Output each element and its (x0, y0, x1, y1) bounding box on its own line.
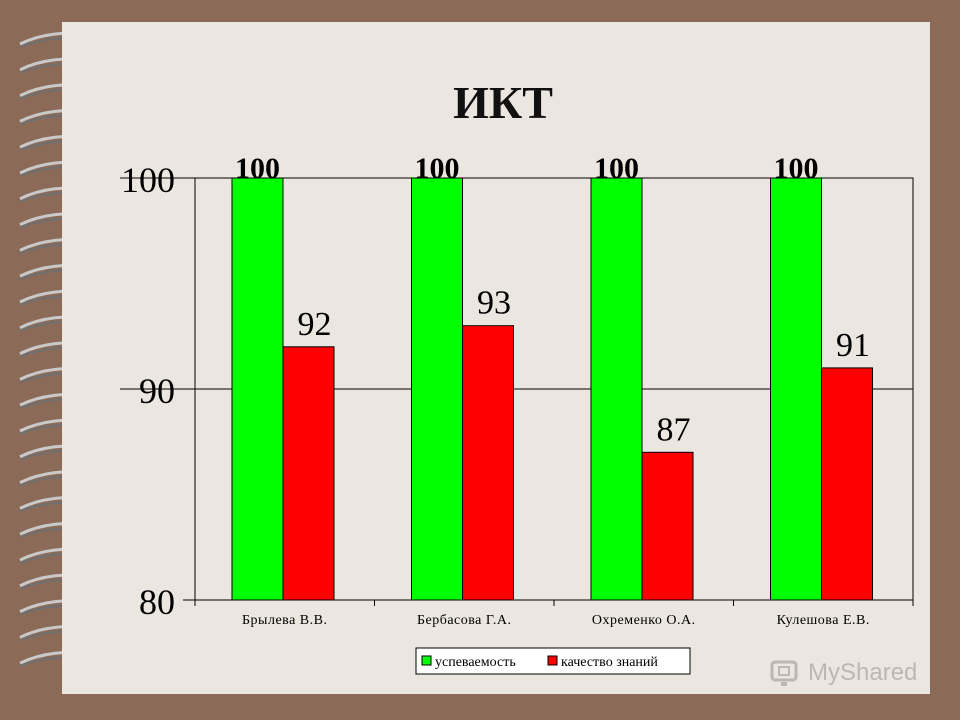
bar (282, 346, 335, 601)
legend-swatch (547, 655, 558, 666)
x-tick-label: Кулешова Е.В. (777, 613, 870, 628)
bar (590, 177, 643, 601)
y-tick-label: 100 (121, 160, 175, 200)
y-tick-label: 90 (139, 371, 175, 411)
data-label: 100 (594, 152, 639, 185)
data-label: 100 (235, 152, 280, 185)
data-label: 100 (774, 152, 819, 185)
legend-label: успеваемость (435, 655, 516, 670)
bar (641, 451, 694, 601)
bar (462, 325, 514, 601)
bar (231, 177, 284, 601)
chart-title: ИКТ (453, 77, 553, 128)
data-label: 92 (298, 306, 332, 343)
data-label: 100 (415, 152, 460, 185)
x-tick-label: Брылева В.В. (242, 613, 327, 628)
data-label: 91 (836, 327, 870, 364)
data-label: 87 (657, 411, 691, 448)
bar (411, 177, 463, 601)
watermark-text: MyShared (808, 659, 918, 686)
watermark: MyShared (770, 656, 917, 690)
bar (770, 177, 822, 601)
legend: успеваемость качество знаний (415, 647, 691, 675)
bar (821, 367, 873, 601)
legend-label: качество знаний (561, 655, 658, 670)
monitor-icon (770, 660, 798, 686)
data-label: 93 (477, 285, 511, 322)
x-tick-label: Бербасова Г.А. (417, 613, 512, 628)
x-tick-label: Охременко О.А. (592, 613, 696, 628)
legend-swatch (421, 655, 432, 666)
y-tick-label: 80 (139, 582, 175, 622)
